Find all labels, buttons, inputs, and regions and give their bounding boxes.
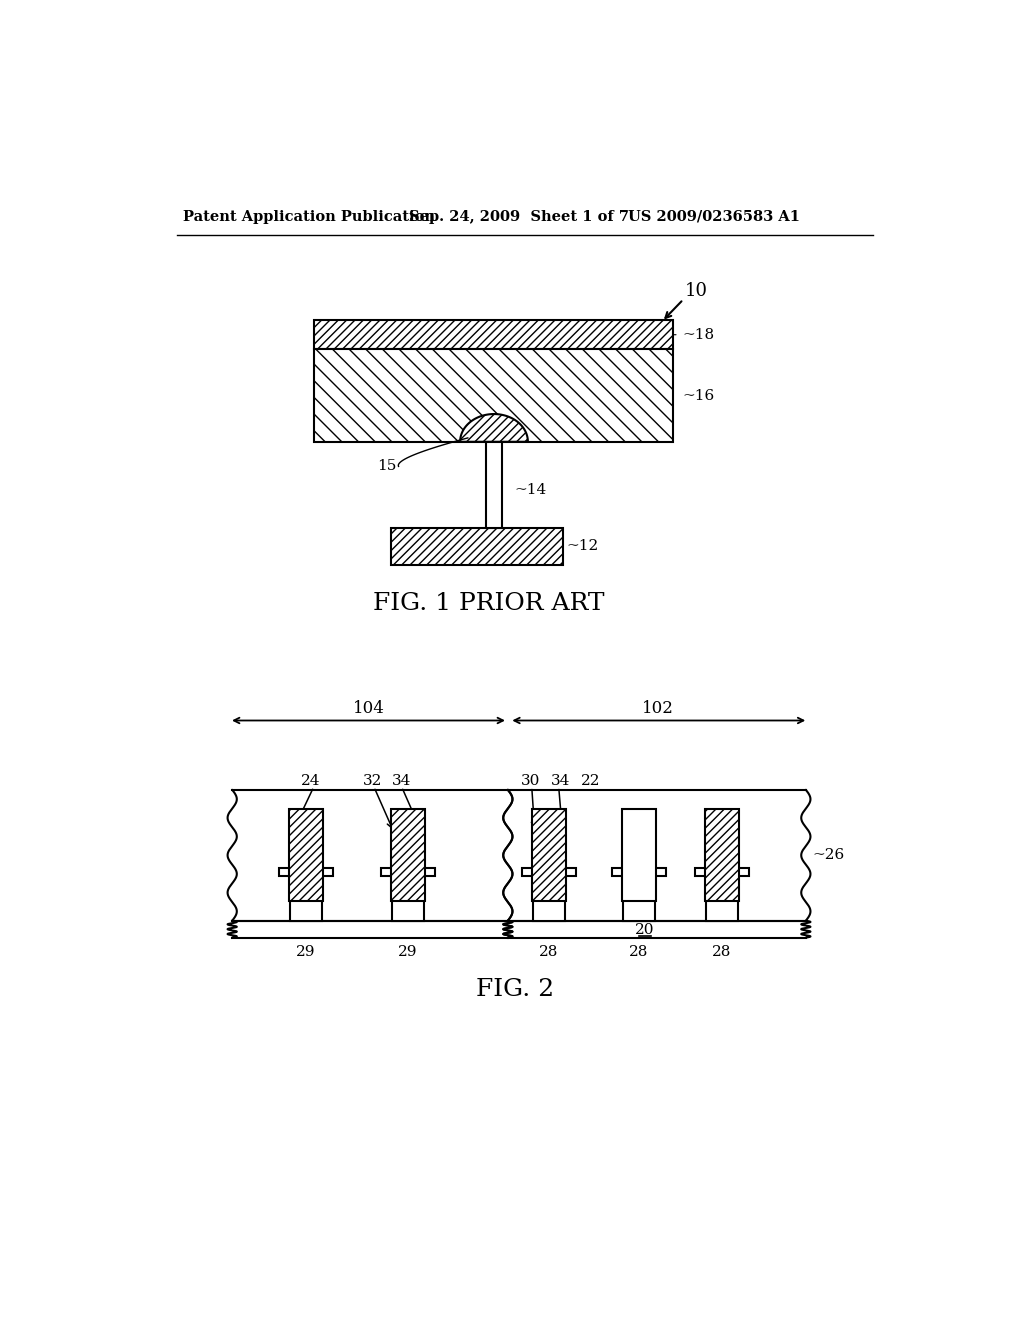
Text: 102: 102 bbox=[642, 700, 674, 717]
Text: 28: 28 bbox=[539, 945, 558, 958]
Text: 34: 34 bbox=[392, 774, 412, 788]
Text: FIG. 2: FIG. 2 bbox=[476, 978, 555, 1002]
Text: ~12: ~12 bbox=[566, 540, 599, 553]
Text: 30: 30 bbox=[520, 774, 540, 788]
Polygon shape bbox=[460, 414, 528, 442]
Bar bbox=[280, 869, 333, 876]
Bar bbox=[622, 809, 655, 902]
Text: ~14: ~14 bbox=[514, 483, 546, 496]
Bar bbox=[521, 869, 575, 876]
Text: ~18: ~18 bbox=[682, 327, 714, 342]
Bar bbox=[313, 321, 673, 350]
Bar bbox=[532, 876, 565, 921]
Text: 32: 32 bbox=[362, 774, 382, 788]
Bar bbox=[695, 869, 749, 876]
Text: 24: 24 bbox=[301, 774, 321, 788]
Bar bbox=[705, 809, 739, 902]
Text: 10: 10 bbox=[685, 282, 708, 300]
Text: 104: 104 bbox=[353, 700, 385, 717]
Text: ~26: ~26 bbox=[813, 849, 845, 862]
Bar bbox=[485, 442, 503, 528]
Bar bbox=[623, 876, 655, 921]
Bar bbox=[313, 350, 673, 442]
Text: 28: 28 bbox=[713, 945, 731, 958]
Bar bbox=[531, 809, 565, 902]
Bar bbox=[611, 869, 666, 876]
Text: 34: 34 bbox=[551, 774, 570, 788]
Bar bbox=[381, 869, 435, 876]
Text: US 2009/0236583 A1: US 2009/0236583 A1 bbox=[628, 210, 800, 224]
Text: 15: 15 bbox=[378, 459, 397, 474]
Text: 28: 28 bbox=[629, 945, 648, 958]
Text: 29: 29 bbox=[296, 945, 315, 958]
Text: Patent Application Publication: Patent Application Publication bbox=[183, 210, 435, 224]
Text: 20: 20 bbox=[635, 923, 654, 937]
Text: ~16: ~16 bbox=[682, 388, 714, 403]
Text: FIG. 1 PRIOR ART: FIG. 1 PRIOR ART bbox=[373, 591, 604, 615]
Text: Sep. 24, 2009  Sheet 1 of 7: Sep. 24, 2009 Sheet 1 of 7 bbox=[410, 210, 630, 224]
Text: 29: 29 bbox=[398, 945, 418, 958]
Text: 22: 22 bbox=[582, 774, 601, 788]
Bar bbox=[289, 809, 323, 902]
Bar bbox=[290, 876, 323, 921]
Bar bbox=[391, 809, 425, 902]
Bar bbox=[706, 876, 738, 921]
Bar bbox=[391, 876, 424, 921]
Bar bbox=[391, 528, 563, 565]
